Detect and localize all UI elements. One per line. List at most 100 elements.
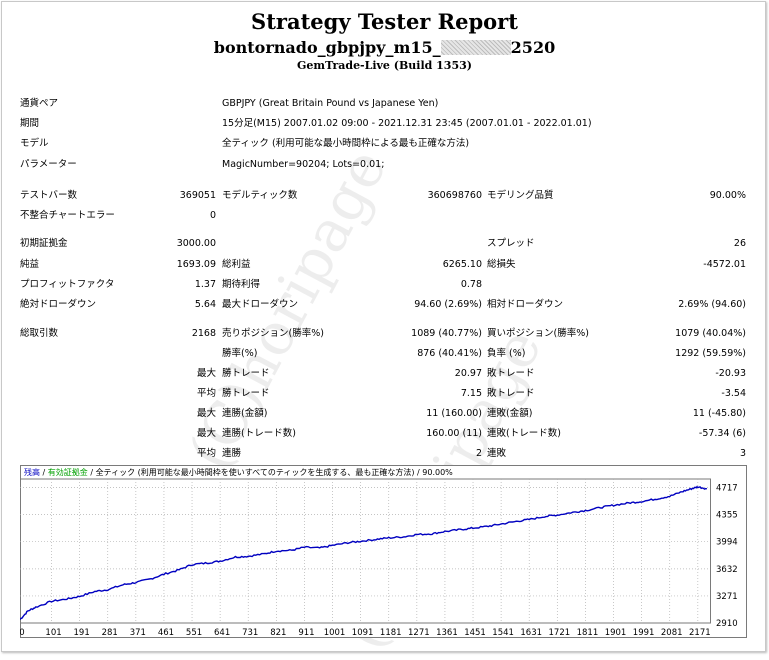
stat-label: 相対ドローダウン: [487, 299, 564, 310]
stat-value: 20.97: [454, 368, 482, 379]
x-tick-label: 641: [214, 628, 230, 638]
x-tick-label: 0: [20, 628, 25, 638]
x-tick-label: 1631: [520, 628, 542, 638]
y-tick-label: 4717: [716, 483, 738, 493]
stat-value: 369051: [179, 190, 216, 201]
stat-label: 勝率(%): [222, 348, 258, 359]
x-tick-label: 281: [102, 628, 118, 638]
stat-value: 2.69% (94.60): [678, 299, 746, 310]
info-value: 全ティック (利用可能な最小時間枠による最も正確な方法): [222, 138, 470, 149]
stat-label: 敗トレード: [487, 368, 535, 379]
legend-part: 有効証拠金: [48, 467, 88, 477]
x-tick-label: 371: [130, 628, 146, 638]
stat-label: 連敗: [487, 448, 507, 459]
stat-value: 5.64: [194, 299, 216, 310]
stat-label: スプレッド: [487, 238, 535, 249]
x-tick-label: 1271: [408, 628, 430, 638]
x-tick-label: 1541: [492, 628, 514, 638]
x-tick-label: 551: [186, 628, 202, 638]
chart-border: [20, 465, 747, 638]
stat-label: 期待利得: [222, 279, 261, 290]
stat-value: 11 (160.00): [426, 408, 482, 419]
info-label: 通貨ペア: [20, 98, 59, 109]
stat-value: -57.34 (6): [698, 428, 746, 439]
stat-label: 連勝(トレード数): [222, 428, 296, 439]
stat-value: 160.00 (11): [426, 428, 482, 439]
x-tick-label: 101: [45, 628, 61, 638]
y-tick-label: 3271: [716, 592, 738, 602]
info-value: 15分足(M15) 2007.01.02 09:00 - 2021.12.31 …: [222, 118, 592, 129]
chart-legend: 残高 / 有効証拠金 / 全ティック (利用可能な最小時間枠を使いすべてのティッ…: [24, 467, 453, 477]
stat-label: 勝トレード: [222, 388, 270, 399]
stat-label: 不整合チャートエラー: [20, 210, 115, 221]
legend-part: /: [40, 468, 48, 477]
ea-name-prefix: bontornado_gbpjpy_m15_: [213, 38, 441, 57]
stat-value: -3.54: [721, 388, 746, 399]
stat-label: 連敗(トレード数): [487, 428, 561, 439]
info-value: GBPJPY (Great Britain Pound vs Japanese …: [222, 98, 439, 109]
stat-label: 連勝: [222, 448, 242, 459]
stat-label: 連勝(金額): [222, 408, 268, 419]
stat-label: モデリング品質: [487, 190, 554, 201]
x-tick-label: 731: [242, 628, 258, 638]
stat-value: -4572.01: [703, 259, 746, 270]
stat-value: 1089 (40.77%): [411, 328, 482, 339]
x-tick-label: 1091: [352, 628, 374, 638]
x-tick-label: 1811: [577, 628, 599, 638]
x-tick-label: 1001: [324, 628, 346, 638]
balance-chart-svg: 残高 / 有効証拠金 / 全ティック (利用可能な最小時間枠を使いすべてのティッ…: [19, 465, 747, 638]
x-tick-label: 1181: [380, 628, 402, 638]
stat-label: 総損失: [487, 259, 516, 270]
stat-value: 3000.00: [176, 238, 216, 249]
stat-label: テストバー数: [20, 190, 78, 201]
stat-value: 最大: [196, 408, 216, 419]
stat-value: 26: [733, 238, 746, 249]
stat-value: 7.15: [460, 388, 482, 399]
y-tick-label: 3632: [716, 565, 738, 575]
stat-value: 876 (40.41%): [417, 348, 482, 359]
stat-value: 1.37: [194, 279, 216, 290]
stat-value: 360698760: [427, 190, 482, 201]
stat-value: 2168: [191, 328, 216, 339]
info-label: モデル: [20, 138, 49, 149]
info-value: MagicNumber=90204; Lots=0.01;: [222, 159, 385, 170]
x-tick-label: 1901: [605, 628, 627, 638]
x-tick-label: 2081: [661, 628, 683, 638]
y-tick-label: 2910: [716, 619, 738, 629]
stat-value: 90.00%: [709, 190, 746, 201]
stat-label: 勝トレード: [222, 368, 270, 379]
x-tick-label: 1721: [549, 628, 571, 638]
info-label: パラメーター: [20, 159, 77, 170]
x-tick-label: 461: [158, 628, 174, 638]
stat-value: 平均: [196, 448, 216, 459]
stat-label: 買いポジション(勝率%): [487, 328, 589, 339]
x-tick-label: 821: [270, 628, 286, 638]
x-tick-label: 1451: [464, 628, 486, 638]
stat-value: 11 (-45.80): [692, 408, 746, 419]
stat-label: 負率 (%): [487, 348, 526, 359]
stat-label: プロフィットファクタ: [20, 279, 115, 290]
info-label: 期間: [20, 118, 40, 129]
stat-value: 0.78: [460, 279, 482, 290]
stat-label: 敗トレード: [487, 388, 535, 399]
stat-label: 総取引数: [20, 328, 59, 339]
x-tick-label: 1361: [436, 628, 458, 638]
stat-value: 1292 (59.59%): [675, 348, 746, 359]
stat-label: 連敗(金額): [487, 408, 533, 419]
ea-name: bontornado_gbpjpy_m15_ 2520: [0, 38, 769, 57]
y-tick-label: 3994: [716, 538, 738, 548]
masked-name-segment: [440, 40, 511, 55]
stat-value: 2: [475, 448, 482, 459]
stat-value: 6265.10: [442, 259, 482, 270]
stat-value: 1079 (40.04%): [675, 328, 746, 339]
stat-label: モデルティック数: [222, 190, 298, 201]
server-build: GemTrade-Live (Build 1353): [297, 59, 472, 72]
x-tick-label: 191: [74, 628, 90, 638]
plot-area: [20, 478, 711, 624]
stat-value: 平均: [196, 388, 216, 399]
x-tick-label: 2171: [689, 628, 711, 638]
x-tick-label: 1991: [633, 628, 655, 638]
legend-part: 残高: [24, 467, 40, 477]
stat-value: -20.93: [715, 368, 746, 379]
